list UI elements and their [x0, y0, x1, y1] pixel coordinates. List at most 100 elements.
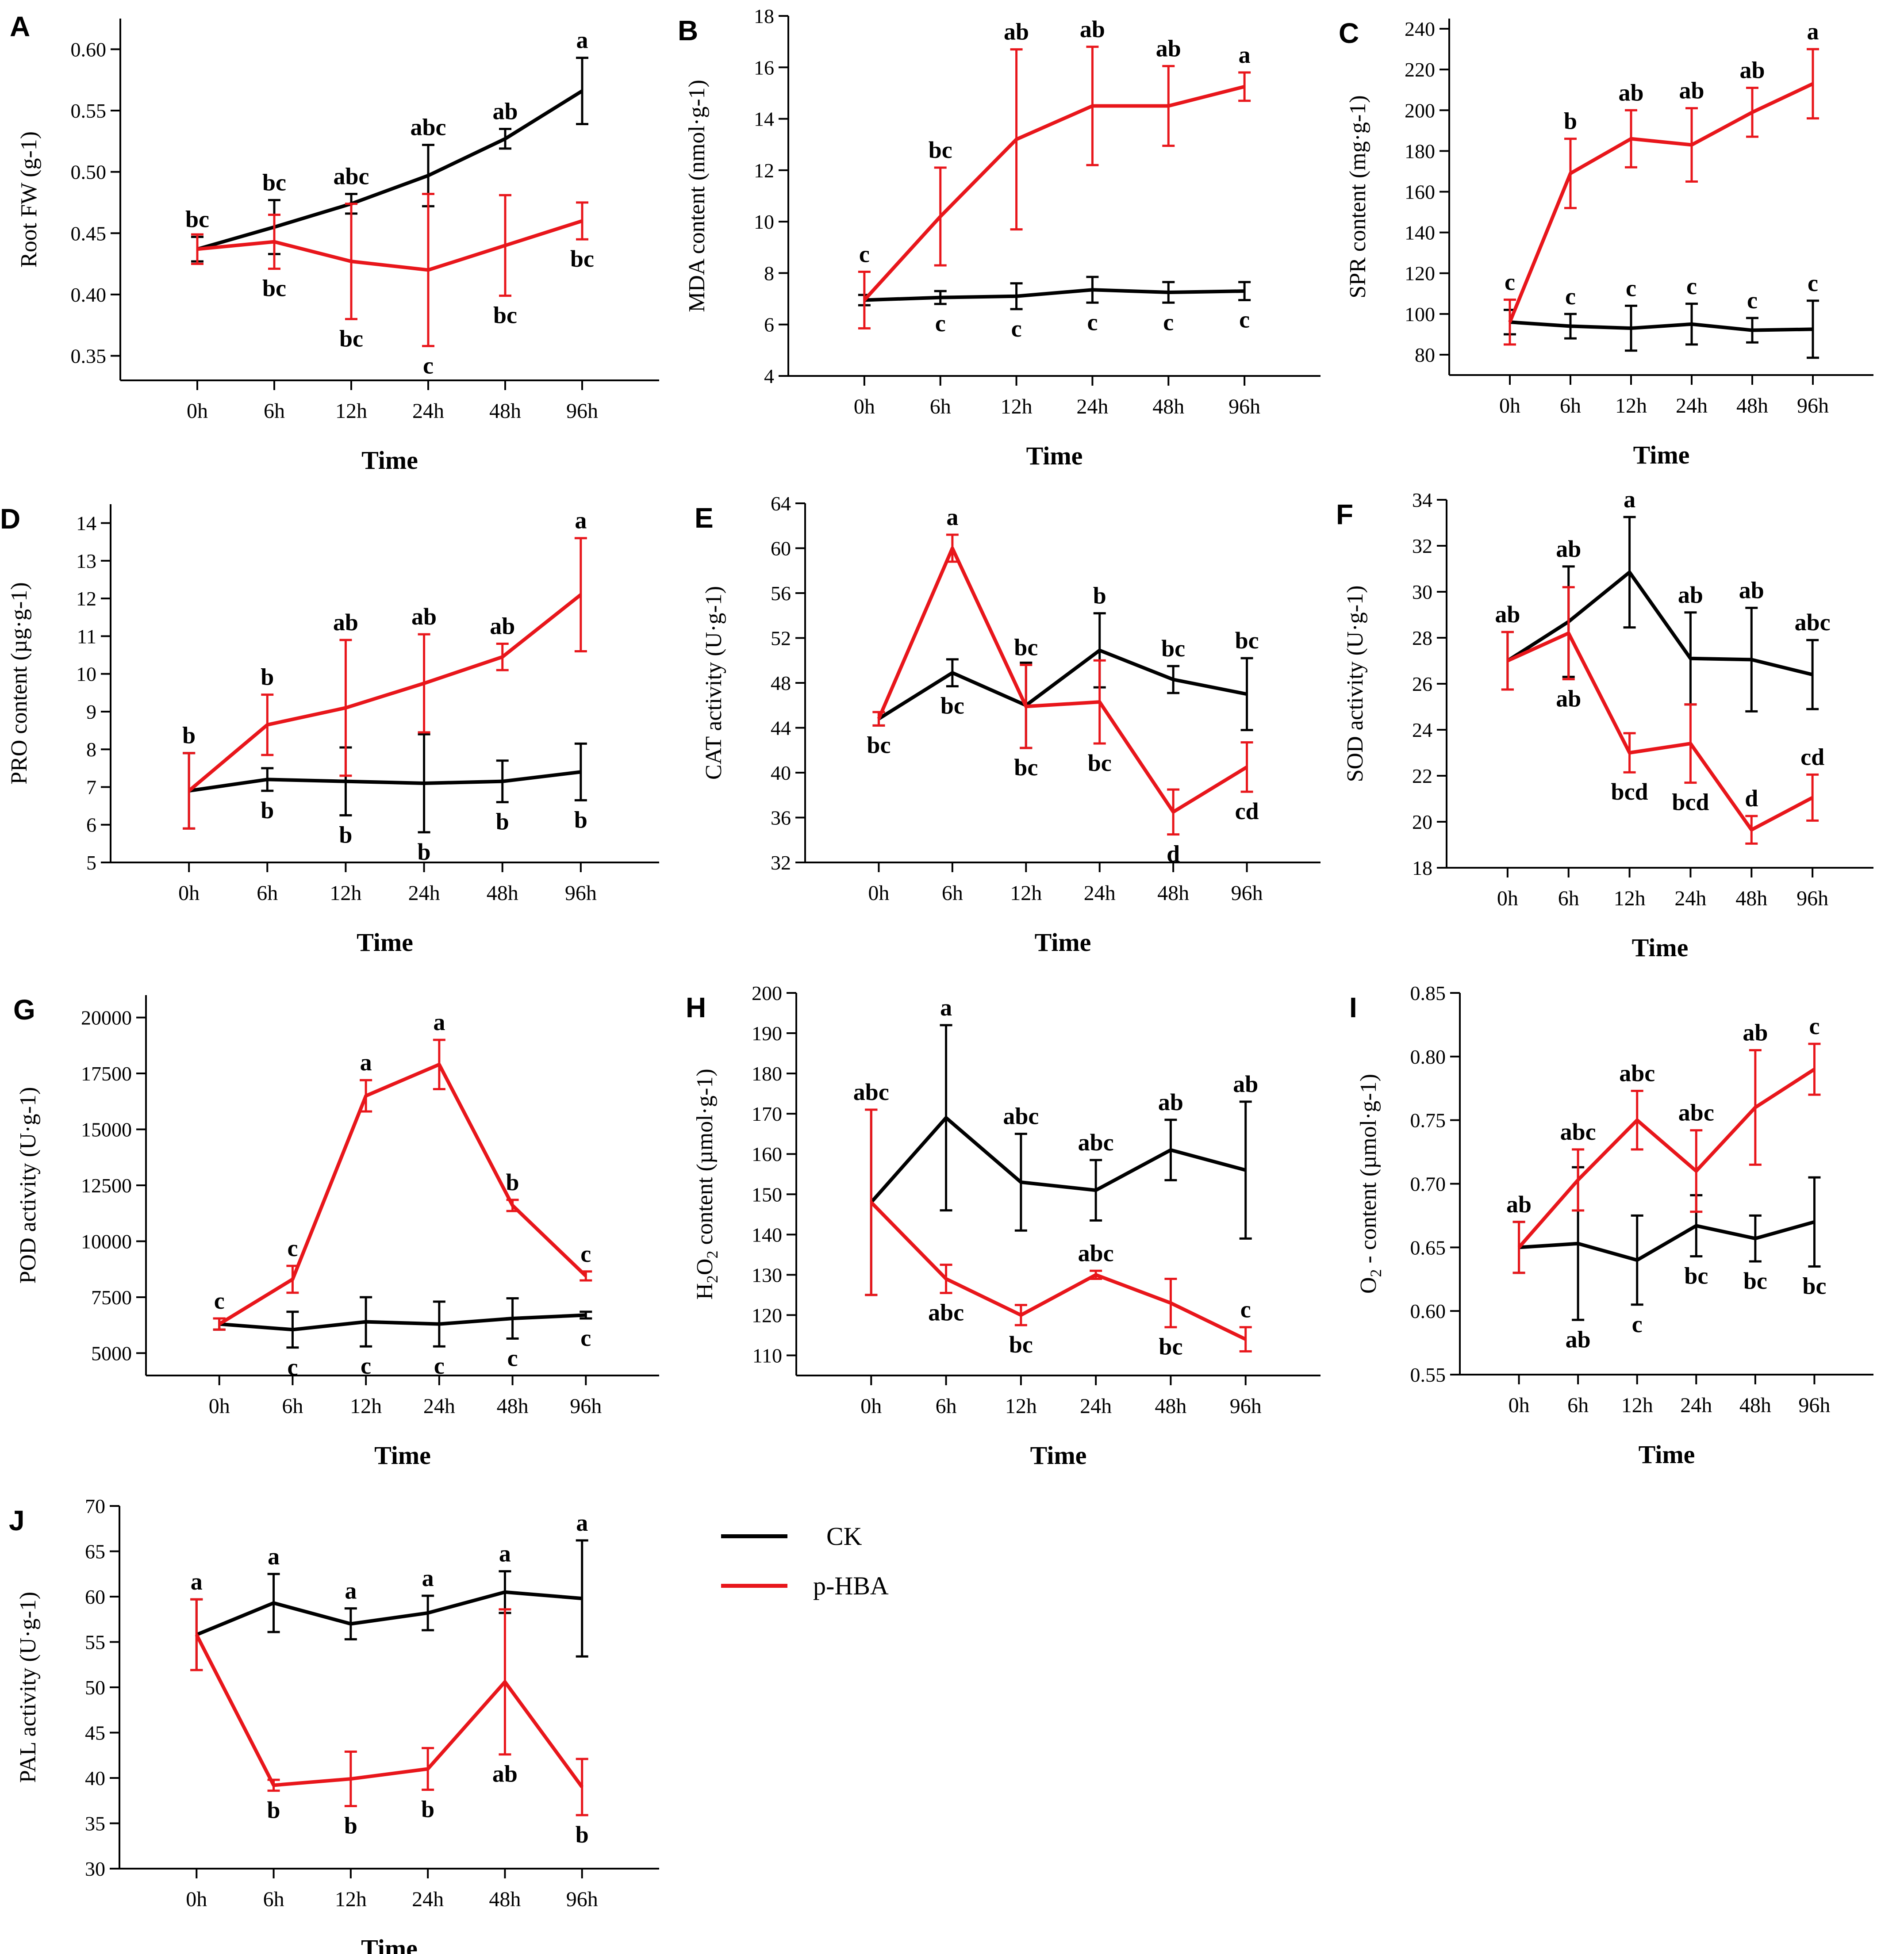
significance-letter: ab [1739, 57, 1765, 84]
x-tick-label: 12h [1621, 1394, 1653, 1417]
significance-letter: bc [1743, 1268, 1767, 1294]
significance-letter: c [507, 1345, 518, 1372]
y-tick-label: 24 [1412, 719, 1432, 741]
x-tick-label: 6h [942, 881, 963, 905]
significance-letter: bc [262, 275, 286, 302]
series-line-phba [1508, 82, 1814, 323]
significance-letter: c [935, 310, 946, 337]
series-line-ck [864, 288, 1245, 302]
x-tick-label: 48h [1157, 881, 1189, 905]
significance-letter: abc [1560, 1119, 1596, 1145]
significance-letter: a [345, 1578, 357, 1604]
y-tick-label: 0.55 [1410, 1364, 1446, 1386]
x-tick-label: 24h [408, 881, 440, 905]
significance-letter: bcd [1611, 778, 1648, 805]
y-tick-label: 30 [85, 1858, 105, 1880]
x-axis-title: Time [1030, 1441, 1087, 1470]
y-tick-label: 220 [1405, 58, 1435, 81]
x-axis-title: Time [361, 446, 418, 475]
y-tick-label: 12 [754, 159, 774, 182]
y-tick-label: 0.75 [1410, 1109, 1446, 1132]
significance-letter: b [339, 821, 352, 848]
significance-letter: c [1808, 270, 1818, 296]
y-tick-label: 18 [1412, 857, 1432, 879]
panel-letter-f: F [1336, 498, 1353, 530]
y-tick-label: 5000 [91, 1342, 132, 1364]
x-tick-label: 12h [1005, 1395, 1037, 1418]
y-tick-label: 0.55 [71, 100, 107, 122]
significance-letter: c [1163, 309, 1174, 335]
series-phba: b b ab ab ab a [182, 507, 587, 830]
significance-letter: b [574, 806, 587, 833]
x-axis-title: Time [1632, 933, 1689, 962]
x-tick-label: 0h [187, 399, 208, 423]
y-tick-label: 7 [86, 776, 96, 798]
series-ck: abc a abc abc ab ab [853, 994, 1258, 1296]
significance-letter: a [575, 507, 587, 534]
panel-letter-h: H [686, 992, 706, 1023]
x-tick-label: 24h [412, 1888, 444, 1911]
x-tick-label: 24h [1084, 881, 1116, 905]
y-tick-label: 55 [85, 1631, 105, 1654]
significance-letter: c [423, 352, 434, 379]
y-tick-label: 28 [1412, 627, 1432, 649]
significance-letter: bc [929, 137, 952, 163]
y-tick-label: 12 [76, 587, 96, 610]
y-tick-label: 34 [1412, 489, 1432, 511]
significance-letter: abc [411, 114, 446, 141]
legend-label-phba: p-HBA [813, 1571, 889, 1600]
x-tick-label: 96h [1228, 395, 1260, 418]
panel-letter-i: I [1349, 992, 1357, 1023]
y-tick-label: 40 [771, 762, 791, 784]
significance-letter: bc [1088, 750, 1112, 776]
x-tick-label: 96h [566, 399, 598, 423]
x-tick-label: 0h [209, 1395, 230, 1418]
series-phba: c bc ab ab ab a [858, 16, 1251, 329]
significance-letter: bc [493, 302, 517, 329]
x-tick-label: 12h [330, 881, 361, 905]
significance-letter: ab [492, 1761, 518, 1787]
significance-letter: bc [1009, 1331, 1033, 1358]
y-tick-label: 35 [85, 1812, 105, 1835]
significance-letter: c [1505, 269, 1515, 295]
y-axis-title: SOD activity (U·g-1) [1343, 586, 1368, 782]
x-tick-label: 48h [1152, 395, 1184, 418]
y-tick-label: 0.35 [71, 345, 107, 368]
significance-letter: b [576, 1821, 589, 1848]
significance-letter: bc [262, 169, 286, 195]
x-tick-label: 6h [1567, 1394, 1589, 1417]
significance-letter: bc [1014, 754, 1038, 781]
significance-letter: bc [1159, 1333, 1182, 1360]
series-phba: c b ab ab ab a [1504, 18, 1819, 346]
significance-letter: ab [1679, 77, 1704, 104]
significance-letter: c [1240, 1296, 1251, 1323]
y-axis-title: SPR content (mg·g-1) [1345, 95, 1370, 298]
significance-letter: abc [1003, 1103, 1039, 1130]
chart-panel-b: 4 6 8 10 12 14 16 18 0h 6h 12h 24h 48h 96h B Time MDA co… [678, 5, 1321, 470]
significance-letter: c [1632, 1311, 1643, 1337]
significance-letter: b [267, 1797, 280, 1824]
series-line-phba [218, 1062, 587, 1326]
series-ck: b b b b b [183, 733, 587, 865]
significance-letter: b [182, 722, 196, 749]
x-tick-label: 0h [186, 1888, 207, 1911]
y-tick-label: 15000 [81, 1119, 132, 1141]
y-tick-label: 80 [1415, 344, 1435, 366]
series-line-phba [863, 85, 1245, 302]
significance-letter: b [261, 664, 274, 690]
significance-letter: a [422, 1565, 434, 1591]
x-tick-label: 96h [565, 881, 597, 905]
significance-letter: c [1565, 283, 1576, 310]
y-tick-label: 240 [1405, 18, 1435, 40]
significance-letter: ab [333, 609, 358, 636]
y-axis-title: Root FW (g-1) [16, 131, 42, 268]
x-tick-label: 6h [263, 1888, 284, 1911]
significance-letter: a [1624, 486, 1635, 513]
y-tick-label: 140 [1405, 222, 1435, 244]
y-tick-label: 200 [1405, 99, 1435, 122]
series-line-phba [877, 546, 1248, 814]
significance-letter: ab [1618, 79, 1643, 106]
series-ck: bc bc abc abc ab a [185, 27, 588, 263]
significance-letter: b [421, 1796, 434, 1823]
series-phba: b b b ab b [190, 1598, 589, 1848]
